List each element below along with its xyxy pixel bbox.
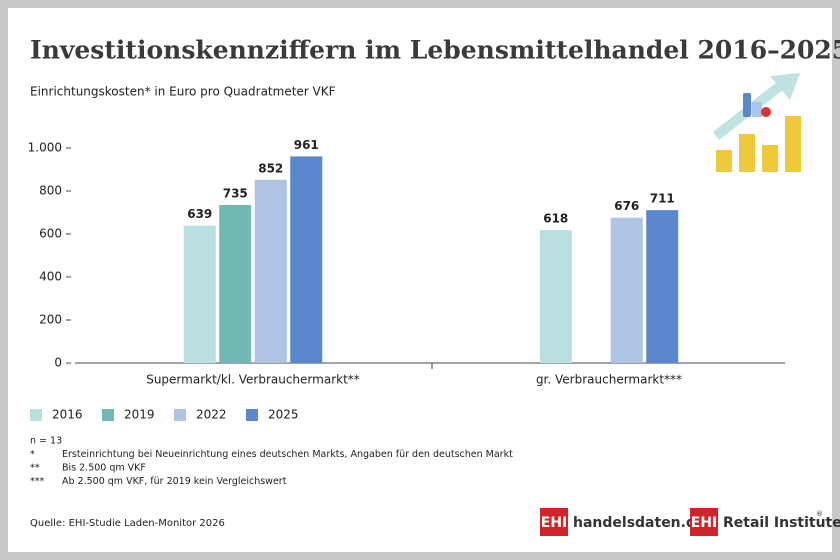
- note-mark: *: [30, 449, 35, 460]
- logo-text: Retail Institute: [723, 515, 840, 531]
- legend-label: 2022: [196, 408, 227, 422]
- note-mark: **: [30, 463, 40, 474]
- legend-swatch: [246, 409, 258, 421]
- legend-swatch: [174, 409, 186, 421]
- icon: [712, 73, 801, 172]
- value-label: 618: [543, 212, 568, 226]
- logo-badge: EHI: [541, 515, 568, 531]
- legend-label: 2016: [52, 408, 83, 422]
- note-text: Bis 2.500 qm VKF: [62, 463, 146, 474]
- logo-badge: EHI: [691, 515, 718, 531]
- y-tick-label: 200: [39, 313, 62, 327]
- value-label: 961: [294, 138, 319, 152]
- legend-label: 2019: [124, 408, 155, 422]
- value-label: 711: [650, 192, 675, 206]
- note-text: Ersteinrichtung bei Neueinrichtung eines…: [62, 449, 513, 460]
- footer: EHI handelsdaten.de EHI Retail Institute…: [30, 508, 840, 536]
- note-text: Ab 2.500 qm VKF, für 2019 kein Vergleich…: [62, 476, 287, 487]
- logo-text: handelsdaten.de: [573, 515, 706, 531]
- value-label: 852: [258, 161, 283, 175]
- bar: [254, 179, 287, 363]
- value-label: 676: [614, 199, 639, 213]
- source: Quelle: EHI-Studie Laden-Monitor 2026: [30, 518, 225, 529]
- bar: [183, 225, 216, 363]
- legend-swatch: [102, 409, 114, 421]
- legend-swatch: [30, 409, 42, 421]
- x-tick-label: gr. Verbrauchermarkt***: [536, 373, 682, 387]
- legend-label: 2025: [268, 408, 299, 422]
- bar: [290, 156, 323, 363]
- y-tick-label: 0: [54, 356, 62, 370]
- y-tick-label: 400: [39, 270, 62, 284]
- chart-title: Investitionskennziffern im Lebensmittelh…: [30, 36, 840, 65]
- value-label: 639: [187, 207, 212, 221]
- note-mark: n = 13: [30, 436, 62, 447]
- logo-sup: ®: [816, 510, 823, 518]
- bar: [646, 210, 679, 363]
- x-tick-label: Supermarkt/kl. Verbrauchermarkt**: [146, 373, 360, 387]
- note-mark: ***: [30, 476, 45, 487]
- bar: [610, 217, 643, 363]
- y-tick-label: 800: [39, 184, 62, 198]
- value-label: 735: [223, 186, 248, 200]
- bar: [539, 230, 572, 363]
- y-tick-label: 1.000: [28, 141, 62, 155]
- bar: [219, 204, 252, 363]
- y-tick-label: 600: [39, 227, 62, 241]
- chart-subtitle: Einrichtungskosten* in Euro pro Quadratm…: [30, 85, 336, 99]
